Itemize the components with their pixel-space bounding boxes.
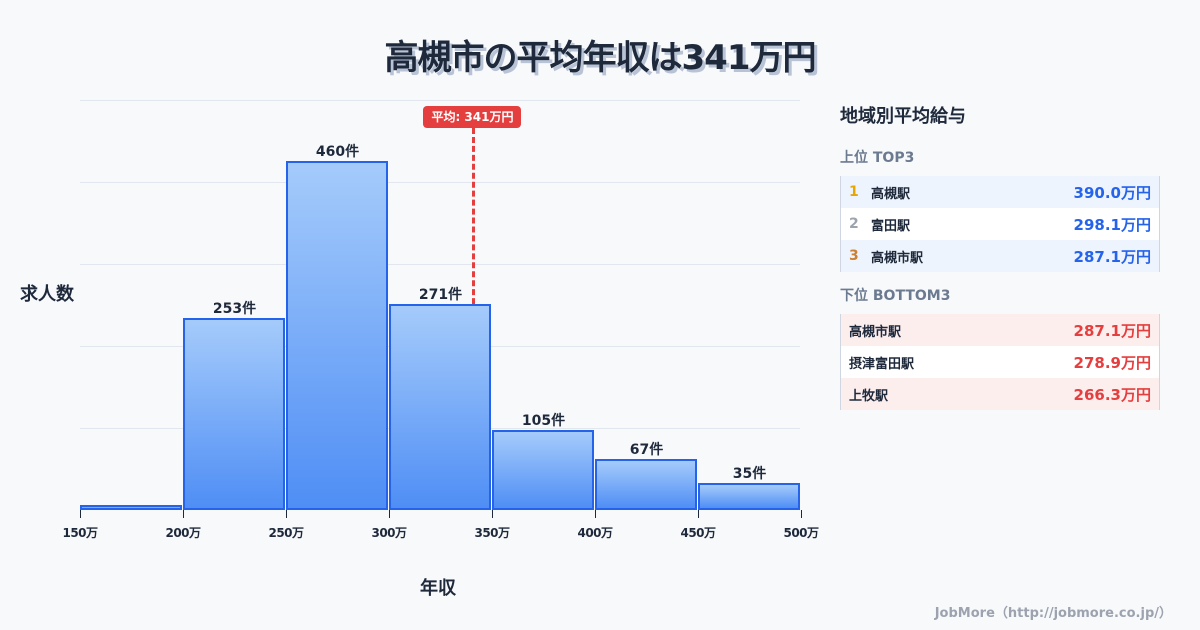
top-rank-row: 1 高槻駅 390.0万円 [841, 176, 1159, 208]
histogram-chart: 求人数 年収 平均: 341万円 253件 460件 271件 105件 67件 35件 1… [20, 100, 819, 599]
x-axis-label: 年収 [420, 578, 456, 599]
station-name: 高槻駅 [871, 186, 911, 202]
bottom3-title: 下位 BOTTOM3 [840, 288, 951, 304]
bottom3-list: 高槻市駅 287.1万円摂津富田駅 278.9万円上牧駅 266.3万円 [840, 314, 1160, 410]
x-axis-tick [389, 510, 390, 518]
station-name: 高槻市駅 [849, 324, 902, 340]
rank-number: 3 [849, 248, 859, 264]
histogram-bar [595, 459, 697, 510]
histogram-bar [286, 161, 388, 510]
top3-list: 1 高槻駅 390.0万円 2 富田駅 298.1万円 3 高槻市駅 287.1万円 [840, 176, 1160, 272]
x-tick-label: 350万 [474, 526, 510, 540]
bar-value-label: 35件 [732, 466, 767, 482]
histogram-bar [80, 505, 182, 510]
x-axis-tick [80, 510, 81, 518]
salary-value: 278.9万円 [1073, 353, 1151, 372]
x-tick-label: 450万 [680, 526, 716, 540]
bar-value-label: 271件 [418, 287, 463, 303]
station-name: 高槻市駅 [871, 250, 924, 266]
regional-salary-panel: 地域別平均給与 上位 TOP3 1 高槻駅 390.0万円 2 富田駅 298.1万円 3 高… [840, 100, 1160, 410]
top3-title: 上位 TOP3 [840, 150, 915, 166]
bar-value-label: 67件 [629, 442, 664, 458]
bottom-rank-row: 高槻市駅 287.1万円 [841, 314, 1159, 346]
histogram-bar [492, 430, 594, 510]
x-axis-tick [698, 510, 699, 518]
gridline [80, 100, 800, 101]
rank-number: 2 [849, 216, 859, 232]
bar-value-label: 105件 [521, 413, 566, 429]
bar-value-label: 460件 [315, 144, 360, 160]
salary-value: 287.1万円 [1073, 321, 1151, 340]
x-axis-tick [801, 510, 802, 518]
histogram-bar [698, 483, 800, 510]
x-axis-tick [492, 510, 493, 518]
histogram-bar [183, 318, 285, 510]
x-axis-tick [286, 510, 287, 518]
gridline [80, 182, 800, 183]
average-badge: 平均: 341万円 [423, 106, 522, 128]
station-name: 上牧駅 [849, 388, 889, 404]
gridline [80, 264, 800, 265]
salary-value: 298.1万円 [1073, 215, 1151, 234]
bottom-rank-row: 上牧駅 266.3万円 [841, 378, 1159, 410]
page-title: 高槻市の平均年収は341万円 [384, 38, 817, 78]
bottom-rank-row: 摂津富田駅 278.9万円 [841, 346, 1159, 378]
footer-credit: JobMore（http://jobmore.co.jp/） [934, 606, 1172, 621]
x-tick-label: 250万 [268, 526, 304, 540]
salary-value: 390.0万円 [1073, 183, 1151, 202]
x-tick-label: 200万 [165, 526, 201, 540]
x-tick-label: 300万 [371, 526, 407, 540]
x-tick-label: 500万 [783, 526, 819, 540]
histogram-bar [389, 304, 491, 510]
x-tick-label: 150万 [62, 526, 98, 540]
top-rank-row: 3 高槻市駅 287.1万円 [841, 240, 1159, 272]
bar-value-label: 253件 [212, 301, 257, 317]
panel-title: 地域別平均給与 [840, 106, 966, 127]
station-name: 摂津富田駅 [849, 356, 915, 372]
x-tick-label: 400万 [577, 526, 613, 540]
station-name: 富田駅 [871, 218, 911, 234]
x-axis-tick [595, 510, 596, 518]
salary-value: 287.1万円 [1073, 247, 1151, 266]
salary-value: 266.3万円 [1073, 385, 1151, 404]
top-rank-row: 2 富田駅 298.1万円 [841, 208, 1159, 240]
x-axis-tick [183, 510, 184, 518]
y-axis-label: 求人数 [20, 284, 74, 305]
rank-number: 1 [849, 184, 859, 200]
